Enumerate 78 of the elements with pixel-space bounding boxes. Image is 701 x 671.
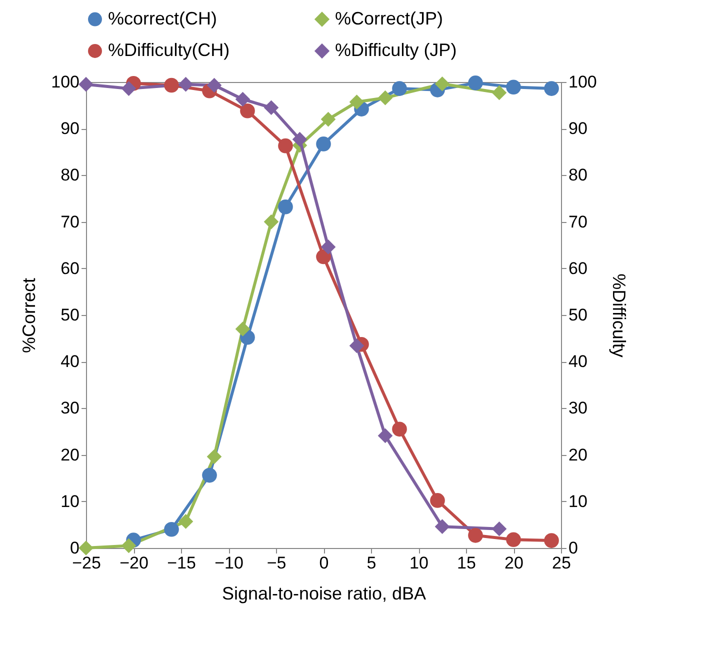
y-tick-label: 40 [60,352,80,372]
point [434,76,450,92]
x-tick-label: −20 [120,554,148,572]
point [278,199,293,214]
point [320,240,336,254]
x-tick-label: −5 [266,554,286,572]
y2-tick-label: 0 [568,538,578,558]
point [178,76,194,92]
point [206,449,222,464]
y-tick-label: 20 [60,445,80,464]
x-tick-label: 5 [366,554,376,572]
point [292,132,308,147]
point [430,493,445,508]
y2-tick-label: 20 [568,445,588,464]
point [434,519,450,534]
y2-axis-title: %Difficulty [608,274,629,358]
x-tick-label: 20 [504,554,524,572]
y2-tick-label: 10 [568,492,588,511]
point [349,94,364,110]
point [492,85,507,100]
point [178,514,194,529]
point [78,540,94,556]
y-tick-label: 100 [51,72,80,92]
legend-label: %correct(CH) [108,8,218,28]
y-tick-label: 30 [60,398,80,418]
point [544,533,559,548]
x-tick-label: −15 [167,554,196,572]
point [121,538,136,554]
point [492,521,507,536]
point [468,76,483,90]
point [164,522,179,537]
y-tick-label: 80 [60,166,80,185]
x-tick-label: 25 [552,554,571,572]
point [164,78,179,93]
point [506,532,521,548]
y-tick-label: 10 [60,492,80,511]
y2-tick-label: 70 [568,212,588,232]
point [121,81,136,96]
point [206,78,222,93]
x-tick-label: 15 [457,554,476,572]
point [468,528,483,543]
point [316,249,331,264]
y2-tick-label: 60 [568,258,588,278]
point [235,92,250,107]
point [392,81,407,96]
x-tick-label: 0 [319,554,329,572]
legend-label: %Correct(JP) [335,8,444,28]
y-tick-label: 50 [60,306,80,324]
x-tick-label: −10 [214,554,244,572]
point [264,214,279,230]
point [264,100,279,116]
point [235,322,250,336]
y-tick-label: 60 [60,258,80,278]
point [349,338,364,354]
y2-tick-label: 80 [568,166,588,185]
y2-tick-label: 50 [568,306,588,324]
point [202,468,217,483]
legend-label: %Difficulty (JP) [335,40,457,60]
x-tick-label: 10 [410,554,428,572]
point [506,80,521,95]
y2-tick-label: 90 [568,119,588,138]
point [378,428,393,444]
point [320,112,336,127]
y-tick-label: 70 [60,212,80,232]
y-axis-title: %Correct [19,278,40,354]
y-tick-label: 90 [60,119,80,138]
point [78,76,94,92]
point [278,138,293,154]
legend-label: %Difficulty(CH) [108,40,230,60]
point [544,81,559,96]
y2-tick-label: 100 [568,72,597,92]
point [392,422,407,437]
y2-tick-label: 40 [568,352,588,372]
x-axis-title: Signal-to-noise ratio, dBA [222,584,426,604]
point [378,90,393,106]
point [316,136,331,152]
point [240,103,255,118]
y2-tick-label: 30 [568,398,588,418]
